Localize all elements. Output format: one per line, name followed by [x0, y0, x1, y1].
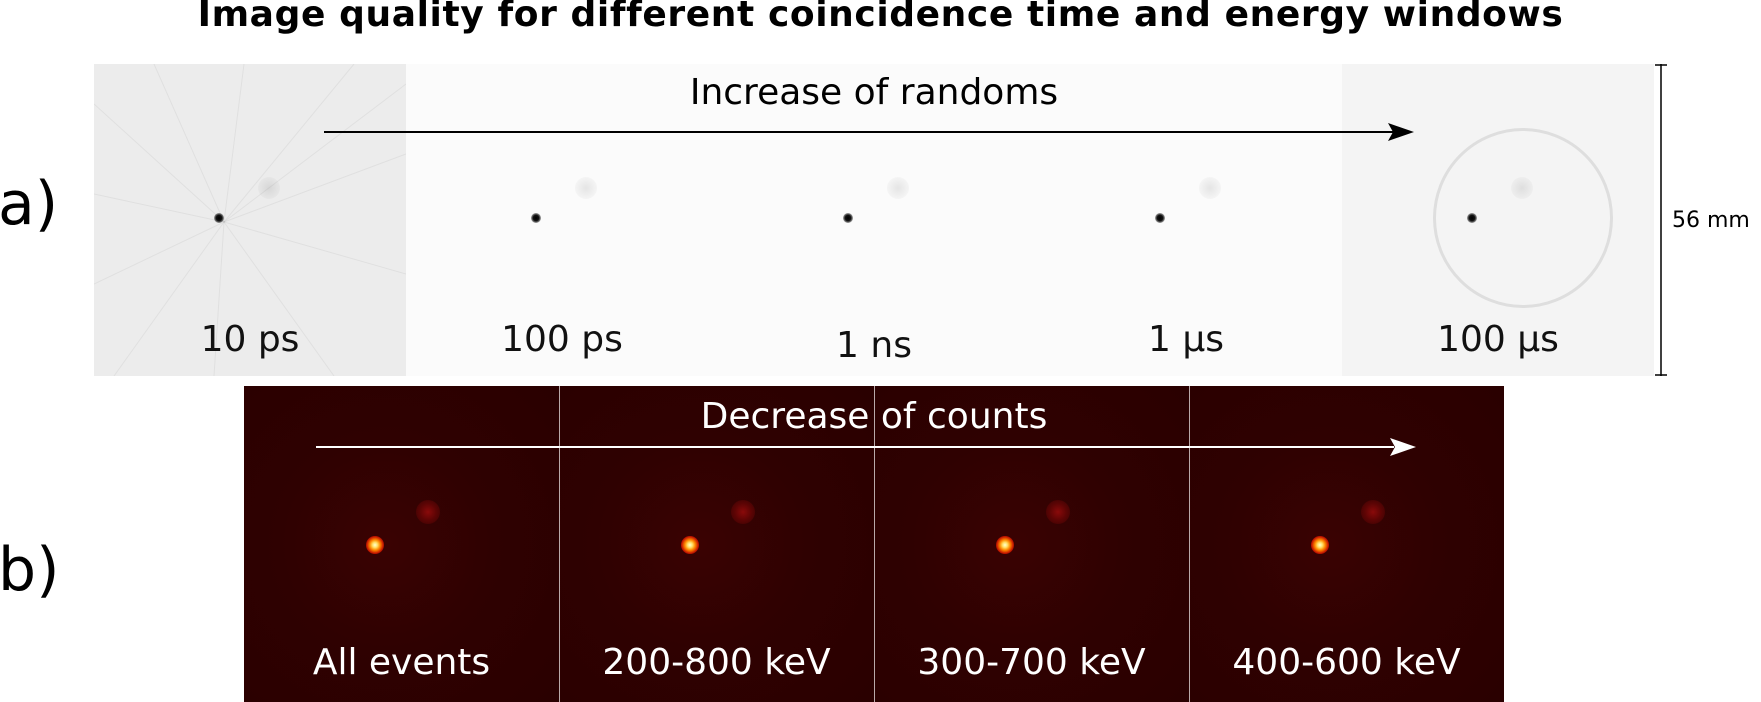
- panel-a-100ps: 100 ps: [406, 64, 718, 376]
- row-b-label: b): [0, 535, 60, 605]
- hot-spot: [1311, 536, 1329, 554]
- cold-spot: [1511, 177, 1533, 199]
- panel-label: 100 µs: [1437, 319, 1559, 360]
- panel-a-10ps: 10 ps: [94, 64, 406, 376]
- arrow-label: Decrease of counts: [700, 396, 1048, 437]
- panel-label: 1 µs: [1147, 319, 1224, 360]
- cold-spot: [258, 177, 280, 199]
- panel-divider: [874, 386, 875, 702]
- figure-title: Image quality for different coincidence …: [197, 0, 1564, 35]
- cold-spot: [1199, 177, 1221, 199]
- panel-label: 1 ns: [836, 325, 912, 366]
- row-a-panels: 10 ps 100 ps 1 ns 1 µs 100 µs Increase o…: [94, 64, 1654, 376]
- panel-a-1us: 1 µs: [1030, 64, 1342, 376]
- hot-spot: [843, 213, 853, 223]
- panel-b-all-events: All events: [244, 386, 559, 702]
- streak-artifacts: [94, 64, 406, 376]
- hot-spot: [996, 536, 1014, 554]
- cold-spot: [416, 500, 440, 524]
- decrease-arrow: [316, 438, 1416, 456]
- panel-b-400-600: 400-600 keV: [1189, 386, 1504, 702]
- panel-label: 200-800 keV: [602, 642, 831, 683]
- cold-spot: [887, 177, 909, 199]
- cold-spot: [575, 177, 597, 199]
- increase-arrow: [324, 123, 1414, 141]
- hot-spot: [1467, 213, 1477, 223]
- activity-ring: [1433, 128, 1613, 308]
- row-a-label: a): [0, 169, 59, 239]
- panel-label: 400-600 keV: [1232, 642, 1461, 683]
- scale-bar: [1655, 64, 1667, 376]
- arrow-label: Increase of randoms: [689, 72, 1059, 113]
- cold-spot: [1361, 500, 1385, 524]
- panel-divider: [559, 386, 560, 702]
- row-b-panels: All events 200-800 keV 300-700 keV 400-6…: [244, 386, 1504, 702]
- panel-divider: [1189, 386, 1190, 702]
- panel-label: 10 ps: [200, 319, 300, 360]
- panel-label: 100 ps: [501, 319, 623, 360]
- panel-b-200-800: 200-800 keV: [559, 386, 874, 702]
- scale-label: 56 mm: [1672, 208, 1750, 233]
- hot-spot: [531, 213, 541, 223]
- hot-spot: [366, 536, 384, 554]
- hot-spot: [214, 213, 224, 223]
- hot-spot: [1155, 213, 1165, 223]
- cold-spot: [731, 500, 755, 524]
- panel-label: All events: [312, 642, 491, 683]
- panel-b-300-700: 300-700 keV: [874, 386, 1189, 702]
- hot-spot: [681, 536, 699, 554]
- panel-label: 300-700 keV: [917, 642, 1146, 683]
- panel-a-100us: 100 µs: [1342, 64, 1654, 376]
- cold-spot: [1046, 500, 1070, 524]
- panel-a-1ns: 1 ns: [718, 64, 1030, 376]
